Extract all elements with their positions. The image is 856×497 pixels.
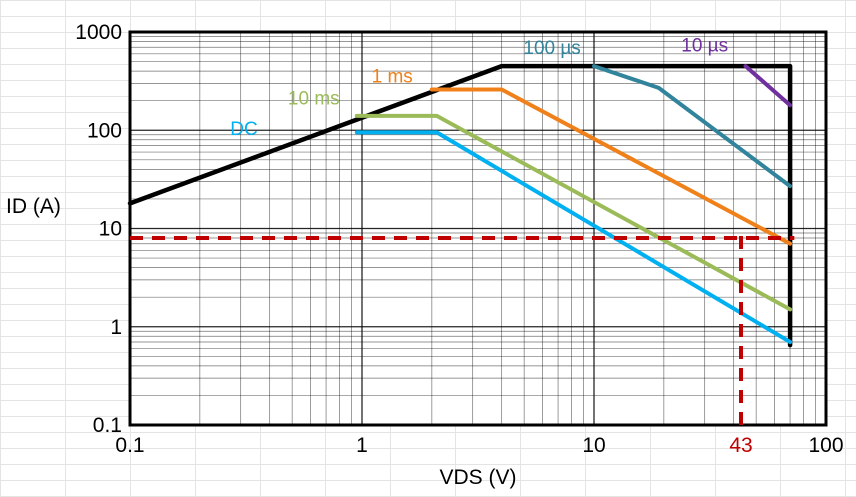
curve-label-1-ms: 1 ms <box>372 67 413 88</box>
curve-label-10-s: 10 µs <box>681 35 728 56</box>
curve-labels-layer: DC 10 ms 1 ms 100 µs 10 µs <box>230 35 728 140</box>
border-layer <box>128 30 828 427</box>
x-axis-title: VDS (V) <box>439 466 516 489</box>
y-tick-label: 10 <box>99 218 122 241</box>
plot-border <box>128 30 828 427</box>
series-10-ms <box>354 113 793 312</box>
series-layer <box>127 63 793 348</box>
curve-label-10-ms: 10 ms <box>288 89 340 110</box>
y-tick-label: 100 <box>87 119 122 142</box>
series-dc <box>354 130 793 344</box>
series-soa-boundary <box>127 63 793 348</box>
series-100-s <box>592 64 793 189</box>
grid-layer <box>129 31 827 426</box>
series-1-ms <box>429 87 793 246</box>
series-10-s <box>743 64 793 108</box>
x-tick-label: 10 <box>582 434 605 457</box>
curve-label-100-s: 100 µs <box>523 38 580 59</box>
y-axis-title: ID (A) <box>6 195 61 218</box>
x-tick-label: 100 <box>808 434 843 457</box>
tick-labels-layer: 0.1 1 10 43 100 1000 100 10 1 0.1 <box>75 21 843 457</box>
y-tick-label: 0.1 <box>93 414 122 437</box>
curve-label-dc: DC <box>230 119 257 140</box>
y-tick-label: 1000 <box>75 21 122 44</box>
reference-lines-layer <box>130 233 795 425</box>
x-tick-label: 0.1 <box>115 434 144 457</box>
x-tick-label: 1 <box>356 434 368 457</box>
x-tick-label: 43 <box>729 434 752 457</box>
y-tick-label: 1 <box>110 316 122 339</box>
